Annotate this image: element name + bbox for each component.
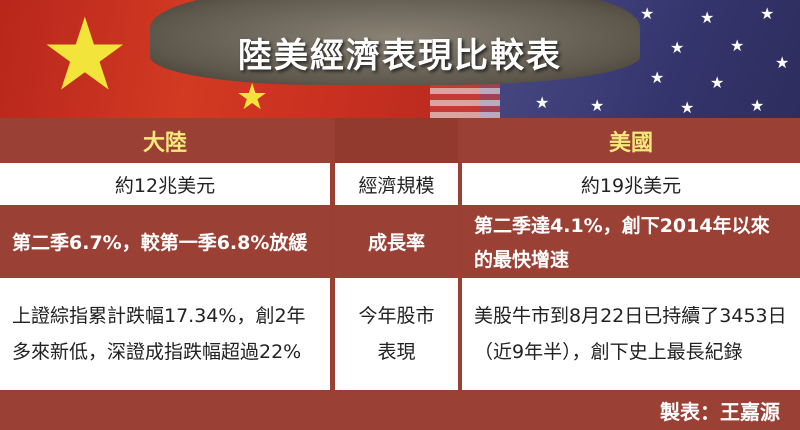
cell-china-economy-size: 約12兆美元 [0,163,330,205]
star-icon: ★ [730,36,745,55]
star-icon: ★ [535,93,550,112]
star-icon: ★ [40,0,130,113]
torn-paper-backdrop [150,0,640,85]
header-label [335,118,458,163]
footer-bar: 製表：王嘉源 [0,392,800,430]
flag-banner: ★ ★ ★ ★ ★ ★ ★ ★ ★ ★ ★ ★ ★ ★ 陸美經濟表現比較表 [0,0,800,118]
cell-china-stock-market: 上證綜指累計跌幅17.34%，創2年多來新低，深證成指跌幅超過22% [0,278,330,390]
row-label-stock-market: 今年股市表現 [335,278,458,390]
cell-china-growth-rate: 第二季6.7%，較第一季6.8%放緩 [0,207,330,278]
cell-us-economy-size: 約19兆美元 [462,163,800,205]
header-us: 美國 [462,118,800,163]
star-icon: ★ [590,96,605,115]
header-china: 大陸 [0,118,330,163]
star-icon: ★ [775,53,790,72]
star-icon: ★ [650,68,665,87]
star-icon: ★ [236,77,269,118]
star-icon: ★ [710,73,725,92]
star-icon: ★ [700,8,715,27]
star-icon: ★ [640,4,655,23]
star-icon: ★ [750,96,765,115]
star-icon: ★ [670,38,685,57]
cell-us-stock-market: 美股牛市到8月22日已持續了3453日（近9年半），創下史上最長紀錄 [462,278,800,390]
page-title: 陸美經濟表現比較表 [238,36,562,76]
row-label-economy-size: 經濟規模 [335,163,458,205]
row-label-growth-rate: 成長率 [335,207,458,278]
credit-text: 製表：王嘉源 [660,400,780,424]
star-icon: ★ [760,4,775,23]
us-flag-stripes [430,80,500,118]
cell-us-growth-rate: 第二季達4.1%，創下2014年以來的最快增速 [462,207,800,278]
star-icon: ★ [680,98,695,117]
